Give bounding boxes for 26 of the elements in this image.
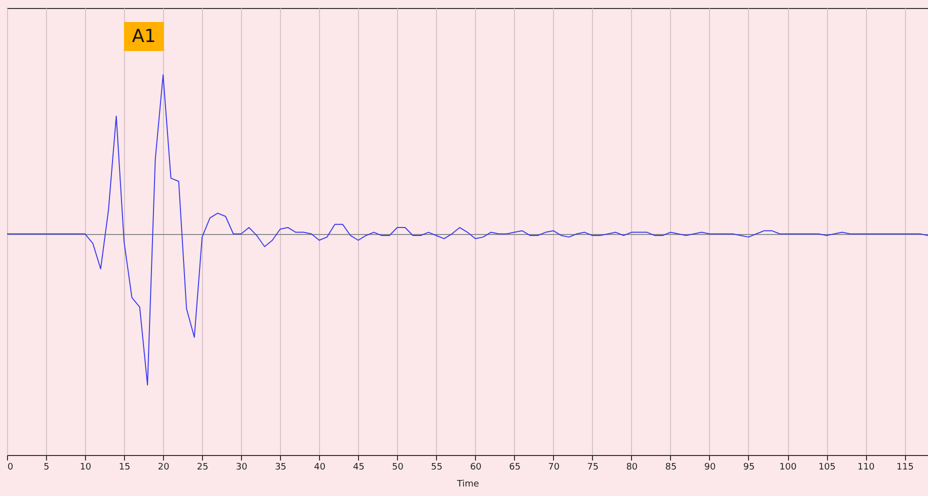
- x-tick-label: 65: [509, 462, 521, 472]
- x-tick-label: 75: [587, 462, 599, 472]
- x-tick-label: 100: [779, 462, 797, 472]
- x-tick-label: 110: [857, 462, 875, 472]
- text: A1: [124, 22, 164, 51]
- x-tick-label: 20: [158, 462, 170, 472]
- x-tick-label: 80: [626, 462, 638, 472]
- x-tick-label: 25: [196, 462, 208, 472]
- x-tick-label: 45: [353, 462, 364, 472]
- x-tick-label: 35: [274, 462, 286, 472]
- x-tick-label: 85: [665, 462, 677, 472]
- x-tick-label: 55: [431, 462, 443, 472]
- x-tick-label: 60: [470, 462, 482, 472]
- x-tick-label: 95: [743, 462, 755, 472]
- x-tick-label: 90: [704, 462, 716, 472]
- x-tick-label: 5: [44, 462, 50, 472]
- x-tick-label: 50: [392, 462, 404, 472]
- x-axis-title: Time: [456, 480, 480, 490]
- x-tick-label: 0: [8, 462, 14, 472]
- x-tick-label: 15: [118, 462, 130, 472]
- x-tick-label: 40: [314, 462, 326, 472]
- x-tick-label: 30: [236, 462, 248, 472]
- x-tick-label: 105: [818, 462, 836, 472]
- x-tick-label: 10: [80, 462, 92, 472]
- x-tick-label: 70: [548, 462, 560, 472]
- x-tick-label: 115: [896, 462, 914, 472]
